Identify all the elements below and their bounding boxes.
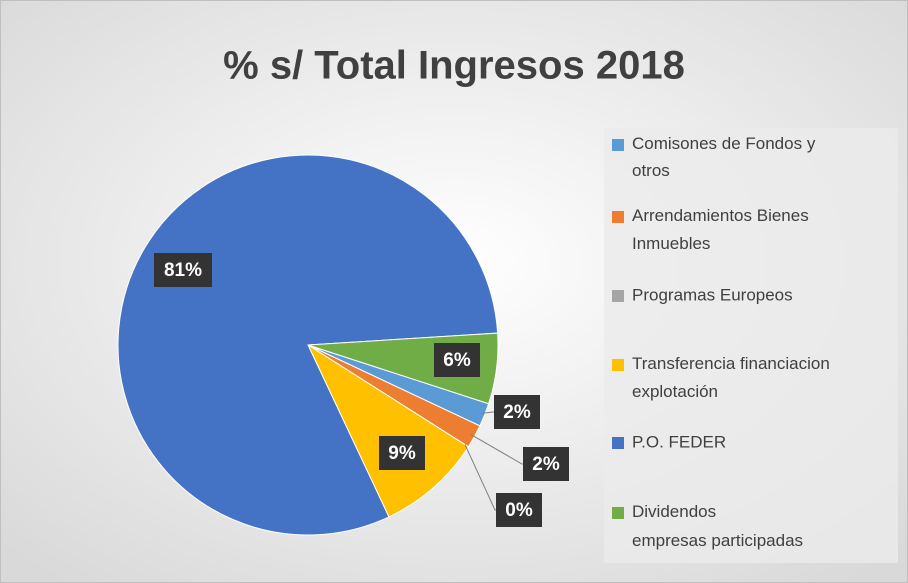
legend-swatch — [612, 437, 624, 449]
legend-label: P.O. FEDER — [632, 432, 726, 451]
value-label: 2% — [503, 402, 531, 423]
value-label: 9% — [388, 443, 416, 464]
value-label-box — [496, 493, 542, 527]
legend-label: Dividendos empresas participadas — [632, 502, 803, 550]
pie-slice — [117, 154, 499, 536]
value-label: 81% — [164, 260, 202, 281]
legend-swatch — [612, 359, 624, 371]
legend-label: Arrendamientos Bienes Inmuebles — [632, 206, 809, 253]
legend-label: Transferencia financiacion explotación — [632, 354, 830, 401]
chart-title: % s/ Total Ingresos 2018 — [223, 44, 685, 88]
value-label-box — [154, 253, 212, 287]
value-label-box — [523, 447, 569, 481]
legend: Comisones de Fondos y otros Arrendamientos… — [612, 134, 830, 550]
legend-swatch — [612, 211, 624, 223]
legend-swatch — [612, 139, 624, 151]
legend-swatch — [612, 290, 624, 302]
value-label: 6% — [443, 350, 471, 371]
value-label-box — [434, 343, 480, 377]
legend-label: Comisones de Fondos y otros — [632, 134, 816, 180]
pie-slice — [306, 343, 470, 518]
value-label: 2% — [532, 454, 560, 475]
value-label-box — [379, 436, 425, 470]
value-label: 0% — [505, 500, 533, 521]
pie — [117, 154, 499, 536]
legend-swatch — [612, 507, 624, 519]
legend-background — [604, 128, 898, 563]
value-label-box — [494, 395, 540, 429]
value-labels: 2% 2% 0% 9% 81% 6% — [154, 253, 569, 527]
legend-label: Programas Europeos — [632, 285, 793, 304]
